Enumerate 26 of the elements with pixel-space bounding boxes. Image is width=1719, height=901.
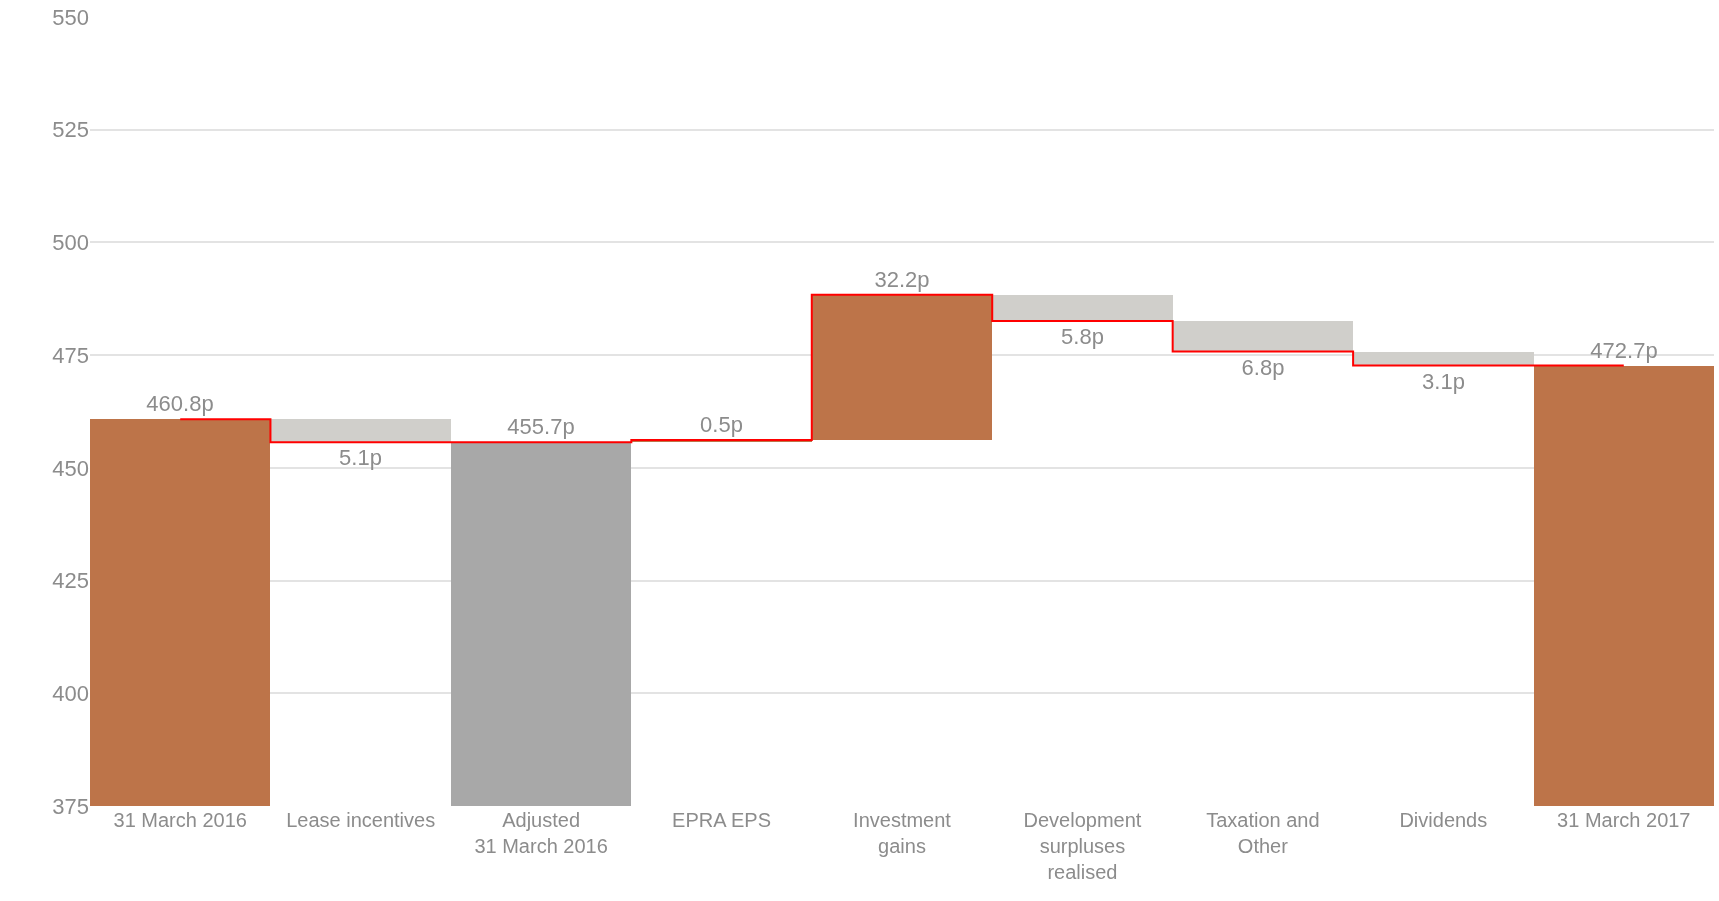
x-tick-label: Investment gains [853, 809, 952, 857]
x-tick-label: EPRA EPS [672, 809, 772, 831]
data-label: 455.7p [507, 414, 575, 439]
data-label: 5.1p [339, 445, 382, 470]
x-tick-label: Taxation and Other [1206, 809, 1320, 857]
y-tick-label: 450 [52, 455, 89, 481]
x-tick-label: Development surpluses realised [1023, 809, 1142, 883]
x-tick-label: 31 March 2017 [1557, 809, 1691, 831]
y-tick-label: 375 [52, 793, 89, 819]
data-label: 3.1p [1422, 369, 1465, 394]
y-tick-label: 500 [52, 230, 89, 256]
y-tick-label: 425 [52, 568, 89, 594]
y-tick-label: 550 [52, 4, 89, 30]
y-tick-label: 475 [52, 342, 89, 368]
data-label: 0.5p [700, 412, 743, 437]
data-label: 460.8p [146, 391, 214, 416]
data-label: 32.2p [874, 267, 930, 292]
data-label: 5.8p [1061, 324, 1104, 349]
x-tick-label: Lease incentives [286, 809, 436, 831]
data-label: 6.8p [1241, 355, 1285, 380]
x-tick-label: 31 March 2016 [113, 809, 247, 831]
y-tick-label: 525 [52, 117, 89, 143]
y-tick-label: 400 [52, 680, 89, 706]
x-tick-label: Dividends [1399, 809, 1488, 831]
x-tick-label: Adjusted 31 March 2016 [474, 809, 608, 857]
data-label: 472.7p [1590, 338, 1658, 363]
